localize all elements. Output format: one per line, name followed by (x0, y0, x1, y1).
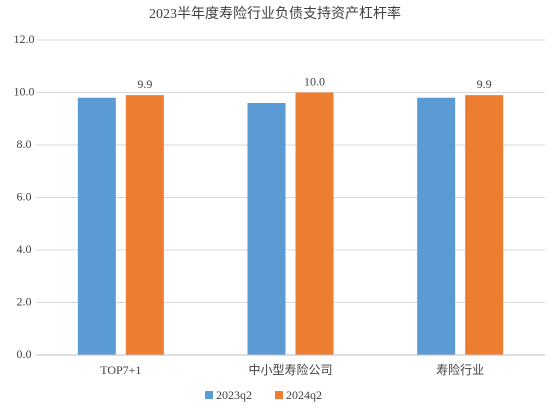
bar (295, 92, 334, 355)
bar (465, 95, 504, 355)
value-label: 9.9 (477, 77, 492, 91)
value-label: 10.0 (304, 74, 325, 88)
chart-title: 2023半年度寿险行业负债支持资产杠杆率 (149, 5, 401, 22)
bar (77, 97, 116, 355)
y-tick-label: 10.0 (14, 84, 35, 98)
bar (247, 103, 286, 355)
x-tick-label: TOP7+1 (100, 363, 141, 377)
y-tick-label: 8.0 (17, 137, 32, 151)
x-tick-label: 中小型寿险公司 (248, 362, 332, 377)
legend-swatch (205, 391, 213, 399)
y-tick-label: 4.0 (17, 242, 32, 256)
x-tick-label: 寿险行业 (436, 362, 484, 377)
bar (125, 95, 164, 355)
y-tick-label: 2.0 (17, 294, 32, 308)
y-tick-label: 0.0 (17, 347, 32, 361)
y-tick-label: 6.0 (17, 189, 32, 203)
value-label: 9.9 (137, 77, 152, 91)
legend-label: 2024q2 (286, 388, 322, 402)
legend-label: 2023q2 (216, 388, 252, 402)
legend-swatch (275, 391, 283, 399)
bar (417, 97, 456, 355)
y-tick-label: 12.0 (14, 32, 35, 46)
